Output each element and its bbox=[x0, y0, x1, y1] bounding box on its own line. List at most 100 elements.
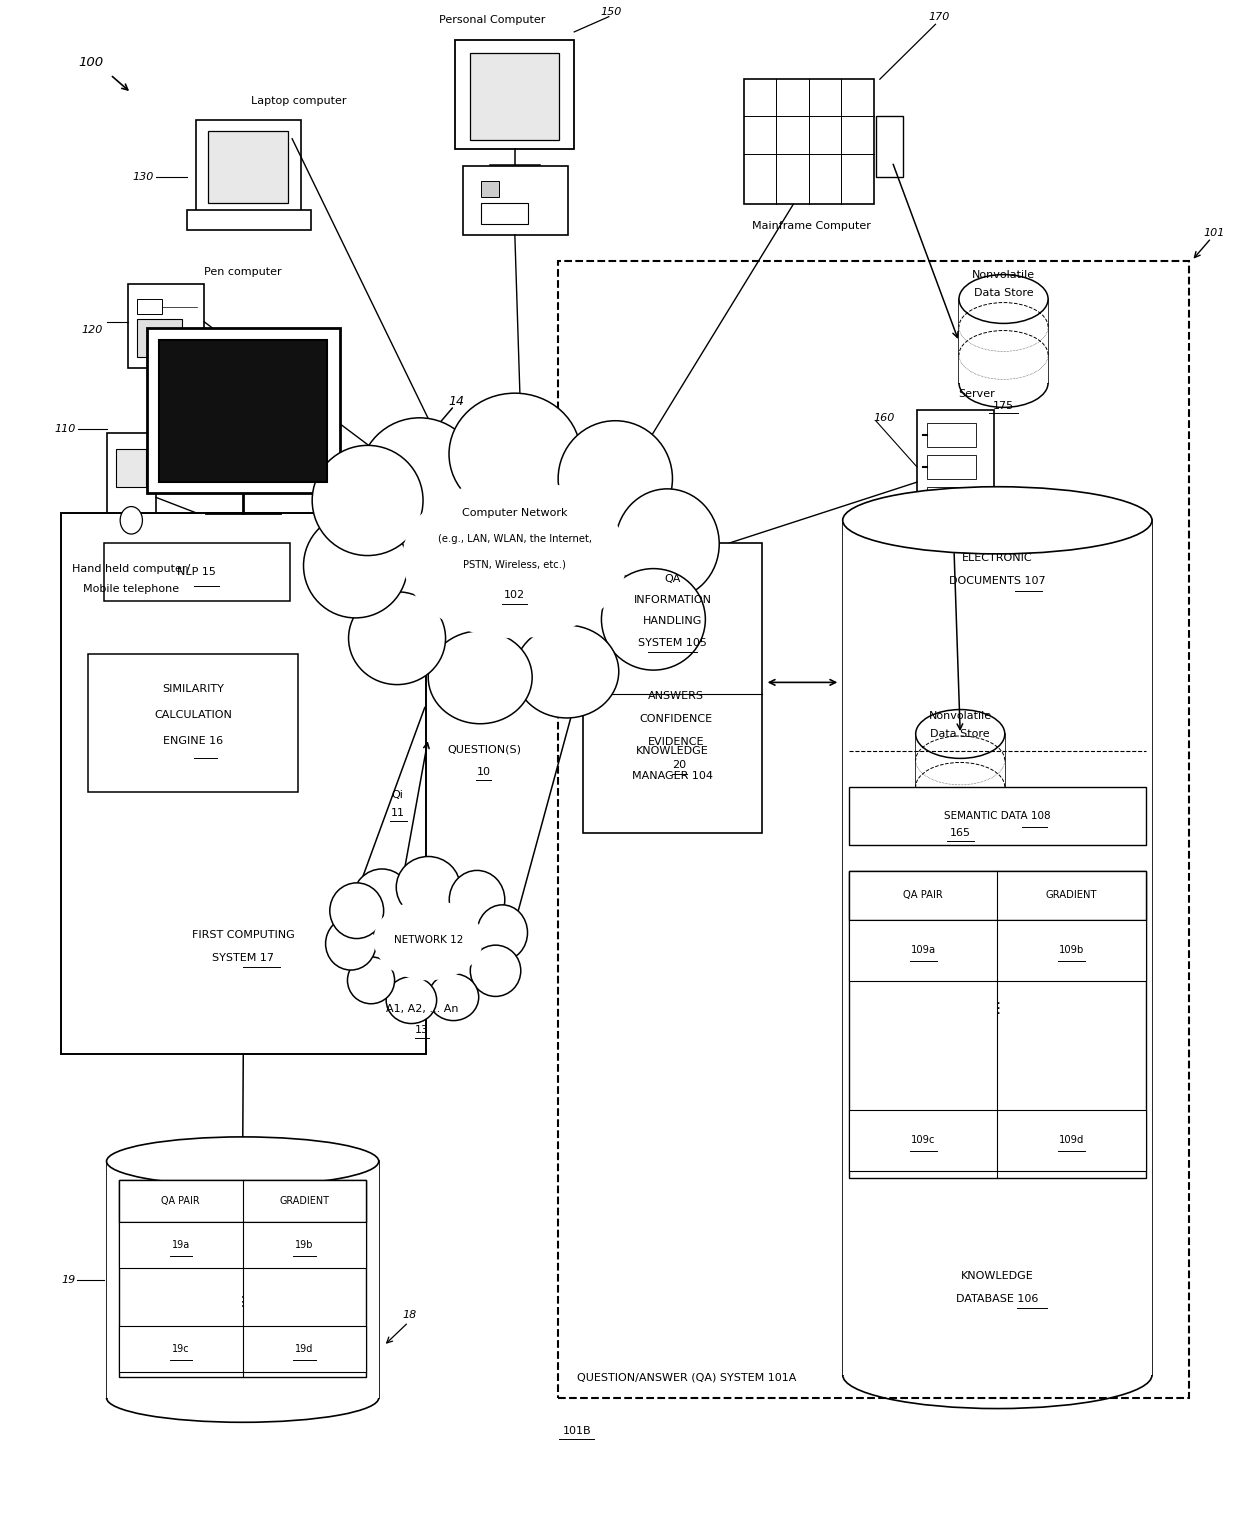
Text: Mainframe Computer: Mainframe Computer bbox=[753, 220, 872, 231]
Bar bbox=[159, 341, 327, 482]
Text: QUESTION(S): QUESTION(S) bbox=[446, 745, 521, 754]
Text: Server: Server bbox=[959, 388, 994, 399]
Ellipse shape bbox=[304, 514, 408, 618]
Bar bbox=[187, 211, 311, 231]
Text: 14: 14 bbox=[449, 394, 465, 408]
Text: 18: 18 bbox=[403, 1310, 417, 1320]
Ellipse shape bbox=[515, 625, 619, 719]
Ellipse shape bbox=[330, 882, 383, 939]
Bar bbox=[926, 518, 976, 543]
Text: 19a: 19a bbox=[171, 1240, 190, 1251]
Bar bbox=[470, 54, 559, 141]
Text: Hand held computer/: Hand held computer/ bbox=[72, 564, 191, 575]
Ellipse shape bbox=[365, 893, 491, 988]
Text: ⋮: ⋮ bbox=[236, 1295, 249, 1309]
Text: 165: 165 bbox=[950, 829, 971, 838]
Ellipse shape bbox=[843, 486, 1152, 553]
Bar bbox=[915, 734, 1004, 813]
Ellipse shape bbox=[477, 905, 527, 960]
Ellipse shape bbox=[449, 870, 505, 930]
Bar bbox=[107, 1162, 378, 1398]
Bar bbox=[104, 543, 290, 601]
Text: (e.g., LAN, WLAN, the Internet,: (e.g., LAN, WLAN, the Internet, bbox=[438, 534, 591, 544]
Ellipse shape bbox=[428, 631, 532, 723]
Text: 170: 170 bbox=[929, 12, 950, 21]
Text: 19b: 19b bbox=[295, 1240, 314, 1251]
Text: 100: 100 bbox=[78, 57, 103, 69]
Text: SYSTEM 17: SYSTEM 17 bbox=[212, 953, 274, 963]
Ellipse shape bbox=[558, 420, 672, 537]
Bar bbox=[463, 167, 568, 235]
Ellipse shape bbox=[959, 275, 1048, 324]
Ellipse shape bbox=[348, 592, 445, 685]
Ellipse shape bbox=[312, 445, 423, 555]
Bar bbox=[849, 919, 1146, 980]
Text: MANAGER 104: MANAGER 104 bbox=[632, 771, 713, 781]
Text: Nonvolatile: Nonvolatile bbox=[972, 269, 1035, 280]
Text: QUESTION/ANSWER (QA) SYSTEM 101A: QUESTION/ANSWER (QA) SYSTEM 101A bbox=[577, 1373, 796, 1382]
Bar bbox=[959, 300, 1048, 382]
Text: 130: 130 bbox=[133, 171, 154, 182]
Bar bbox=[88, 654, 299, 792]
Ellipse shape bbox=[402, 479, 627, 638]
Bar bbox=[926, 454, 976, 479]
Text: Computer Network: Computer Network bbox=[463, 508, 568, 518]
Text: QA: QA bbox=[665, 573, 681, 584]
Text: 102: 102 bbox=[505, 590, 526, 599]
Bar bbox=[107, 433, 156, 543]
Ellipse shape bbox=[397, 856, 460, 917]
Bar bbox=[146, 329, 340, 492]
Text: CONFIDENCE: CONFIDENCE bbox=[639, 714, 712, 723]
Bar bbox=[916, 410, 993, 550]
Text: CALCULATION: CALCULATION bbox=[154, 711, 232, 720]
Text: SYSTEM 105: SYSTEM 105 bbox=[639, 638, 707, 648]
Ellipse shape bbox=[347, 957, 394, 1003]
Bar bbox=[138, 320, 182, 356]
Text: QA PAIR: QA PAIR bbox=[903, 890, 942, 901]
Bar bbox=[843, 520, 1152, 1375]
Ellipse shape bbox=[373, 899, 482, 980]
Bar bbox=[128, 284, 205, 367]
Text: Nonvolatile: Nonvolatile bbox=[929, 711, 992, 720]
Text: SEMANTIC DATA 108: SEMANTIC DATA 108 bbox=[944, 810, 1050, 821]
Text: Mobile telephone: Mobile telephone bbox=[83, 584, 180, 593]
Text: 101: 101 bbox=[1203, 228, 1225, 239]
Text: DOCUMENTS 107: DOCUMENTS 107 bbox=[949, 576, 1045, 586]
Ellipse shape bbox=[470, 945, 521, 997]
Bar bbox=[558, 261, 1189, 1398]
Ellipse shape bbox=[358, 417, 480, 540]
Text: HANDLING: HANDLING bbox=[642, 616, 702, 627]
Ellipse shape bbox=[615, 489, 719, 599]
Text: Personal Computer: Personal Computer bbox=[439, 15, 546, 24]
Text: Laptop computer: Laptop computer bbox=[250, 96, 346, 106]
Bar bbox=[208, 131, 289, 203]
Ellipse shape bbox=[386, 977, 436, 1023]
Text: NETWORK 12: NETWORK 12 bbox=[393, 936, 463, 945]
Text: 19d: 19d bbox=[295, 1344, 314, 1355]
Text: A1, A2, ... An: A1, A2, ... An bbox=[386, 1003, 459, 1014]
Text: Data Store: Data Store bbox=[973, 287, 1033, 298]
Ellipse shape bbox=[326, 917, 376, 969]
Text: DATABASE 106: DATABASE 106 bbox=[956, 1294, 1039, 1304]
Text: 19c: 19c bbox=[172, 1344, 190, 1355]
Bar bbox=[455, 40, 574, 150]
Text: 150: 150 bbox=[600, 8, 622, 17]
Bar bbox=[926, 486, 976, 511]
Text: 11: 11 bbox=[391, 809, 405, 818]
Text: SIMILARITY: SIMILARITY bbox=[162, 685, 224, 694]
Ellipse shape bbox=[915, 709, 1004, 758]
Bar bbox=[926, 422, 976, 446]
Text: 10: 10 bbox=[477, 768, 491, 777]
Ellipse shape bbox=[601, 569, 706, 670]
Text: KNOWLEDGE: KNOWLEDGE bbox=[961, 1271, 1034, 1281]
Bar bbox=[61, 512, 425, 1055]
Text: 109a: 109a bbox=[910, 945, 936, 956]
Text: Data Store: Data Store bbox=[930, 729, 990, 739]
Ellipse shape bbox=[107, 1138, 378, 1185]
Text: 109d: 109d bbox=[1059, 1135, 1084, 1145]
Bar bbox=[583, 543, 763, 833]
Bar bbox=[877, 116, 903, 177]
Bar bbox=[481, 203, 528, 225]
Bar bbox=[849, 1110, 1146, 1171]
Text: KNOWLEDGE: KNOWLEDGE bbox=[636, 746, 709, 757]
